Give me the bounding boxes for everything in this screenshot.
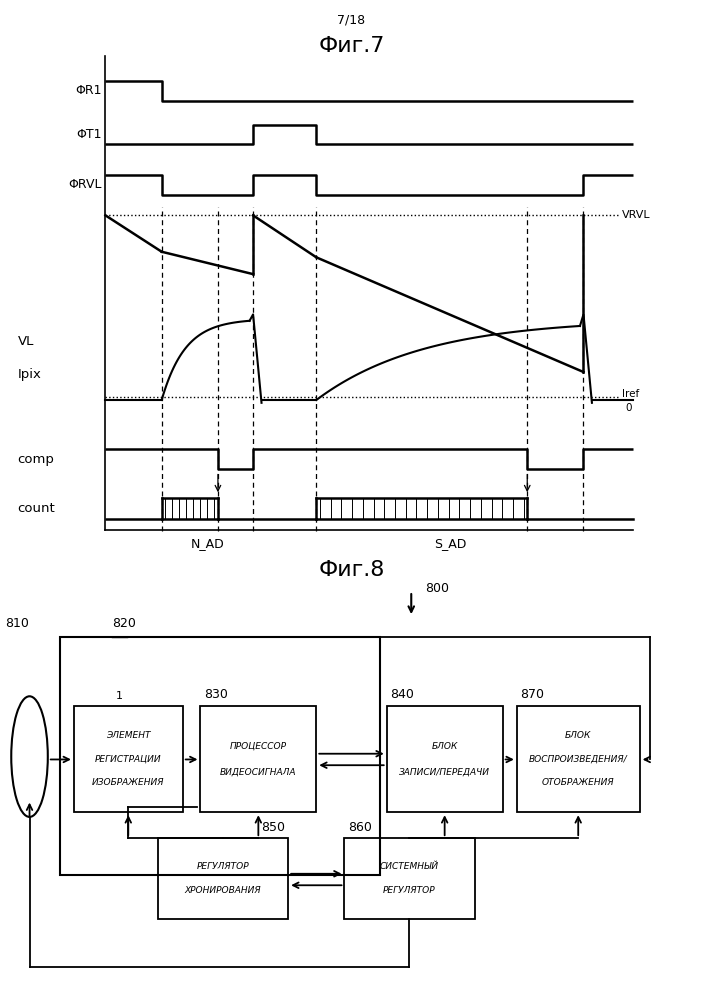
Text: 870: 870	[520, 688, 544, 701]
Text: Фиг.8: Фиг.8	[318, 559, 385, 579]
Text: ЗАПИСИ/ПЕРЕДАЧИ: ЗАПИСИ/ПЕРЕДАЧИ	[399, 767, 490, 776]
Text: 0: 0	[626, 404, 632, 414]
Text: РЕГУЛЯТОР: РЕГУЛЯТОР	[383, 886, 436, 895]
Text: ПРОЦЕССОР: ПРОЦЕССОР	[230, 742, 287, 751]
Text: 850: 850	[261, 820, 285, 833]
Text: comp: comp	[18, 453, 54, 466]
Text: РЕГУЛЯТОР: РЕГУЛЯТОР	[197, 862, 250, 871]
Bar	[74, 706, 183, 812]
Text: БЛОК: БЛОК	[565, 731, 591, 740]
Bar	[517, 706, 640, 812]
Bar	[344, 838, 475, 919]
Text: ИЗОБРАЖЕНИЯ: ИЗОБРАЖЕНИЯ	[92, 778, 165, 787]
Text: N_AD: N_AD	[191, 537, 224, 550]
Text: ΦR1: ΦR1	[75, 84, 102, 98]
Text: Iref: Iref	[622, 390, 640, 400]
Text: S_AD: S_AD	[434, 537, 466, 550]
Bar	[387, 706, 503, 812]
Bar	[200, 706, 316, 812]
Text: СИСТЕМНЫЙ: СИСТЕМНЫЙ	[380, 862, 439, 871]
Text: 860: 860	[348, 820, 372, 833]
Text: Фиг.7: Фиг.7	[318, 36, 385, 56]
Text: Ipix: Ipix	[18, 369, 41, 382]
Text: 1: 1	[116, 691, 123, 701]
Text: VL: VL	[18, 335, 34, 348]
Text: 820: 820	[112, 617, 136, 630]
Text: 840: 840	[390, 688, 414, 701]
Bar	[60, 637, 380, 875]
Text: ΦT1: ΦT1	[77, 128, 102, 141]
Text: РЕГИСТРАЦИИ: РЕГИСТРАЦИИ	[95, 754, 162, 763]
Text: 830: 830	[204, 688, 228, 701]
Text: count: count	[18, 502, 56, 515]
Text: ЭЛЕМЕНТ: ЭЛЕМЕНТ	[106, 731, 150, 740]
Text: VRVL: VRVL	[622, 211, 651, 221]
Text: ВИДЕОСИГНАЛА: ВИДЕОСИГНАЛА	[220, 767, 297, 776]
Bar	[158, 838, 288, 919]
Text: ХРОНИРОВАНИЯ: ХРОНИРОВАНИЯ	[185, 886, 262, 895]
Text: ΦRVL: ΦRVL	[68, 179, 102, 192]
Text: ВОСПРОИЗВЕДЕНИЯ/: ВОСПРОИЗВЕДЕНИЯ/	[529, 754, 628, 763]
Text: ОТОБРАЖЕНИЯ: ОТОБРАЖЕНИЯ	[542, 778, 614, 787]
Text: 810: 810	[6, 617, 30, 630]
Text: 800: 800	[425, 581, 449, 594]
Text: БЛОК: БЛОК	[432, 742, 458, 751]
Text: 7/18: 7/18	[337, 14, 366, 27]
